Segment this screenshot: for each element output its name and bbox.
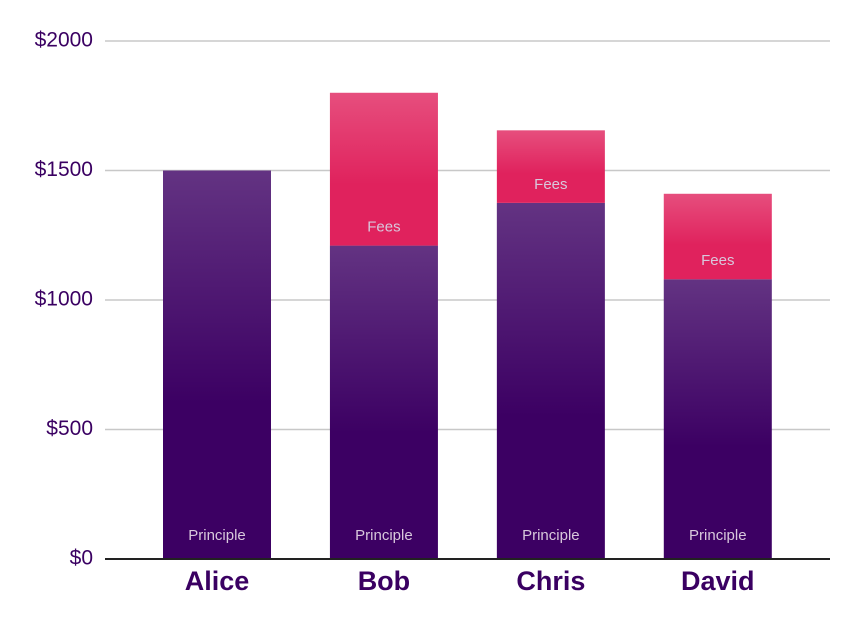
- segment-label: Principle: [188, 527, 246, 544]
- segment-label: Principle: [522, 527, 580, 544]
- bar-sheen: [663, 193, 772, 280]
- segment-label: Principle: [355, 527, 413, 544]
- bar-sheen: [496, 130, 605, 203]
- bar-sheen: [663, 279, 772, 559]
- bar-sheen: [496, 202, 605, 559]
- y-tick-label: $2000: [35, 29, 93, 52]
- x-tick-label: Alice: [185, 566, 250, 596]
- y-tick-label: $1500: [35, 158, 93, 181]
- bar-sheen: [329, 92, 438, 246]
- bar-sheen: [163, 170, 271, 559]
- y-tick-label: $0: [70, 547, 93, 570]
- x-tick-label: Chris: [516, 566, 585, 596]
- x-tick-label: David: [681, 566, 755, 596]
- segment-label: Fees: [367, 219, 400, 236]
- x-tick-label: Bob: [358, 566, 410, 596]
- segment-label: Fees: [534, 176, 567, 193]
- segment-label: Principle: [689, 527, 747, 544]
- bar-sheen: [329, 245, 438, 560]
- y-tick-label: $1000: [35, 288, 93, 311]
- segment-label: Fees: [701, 252, 734, 269]
- y-tick-label: $500: [46, 417, 93, 440]
